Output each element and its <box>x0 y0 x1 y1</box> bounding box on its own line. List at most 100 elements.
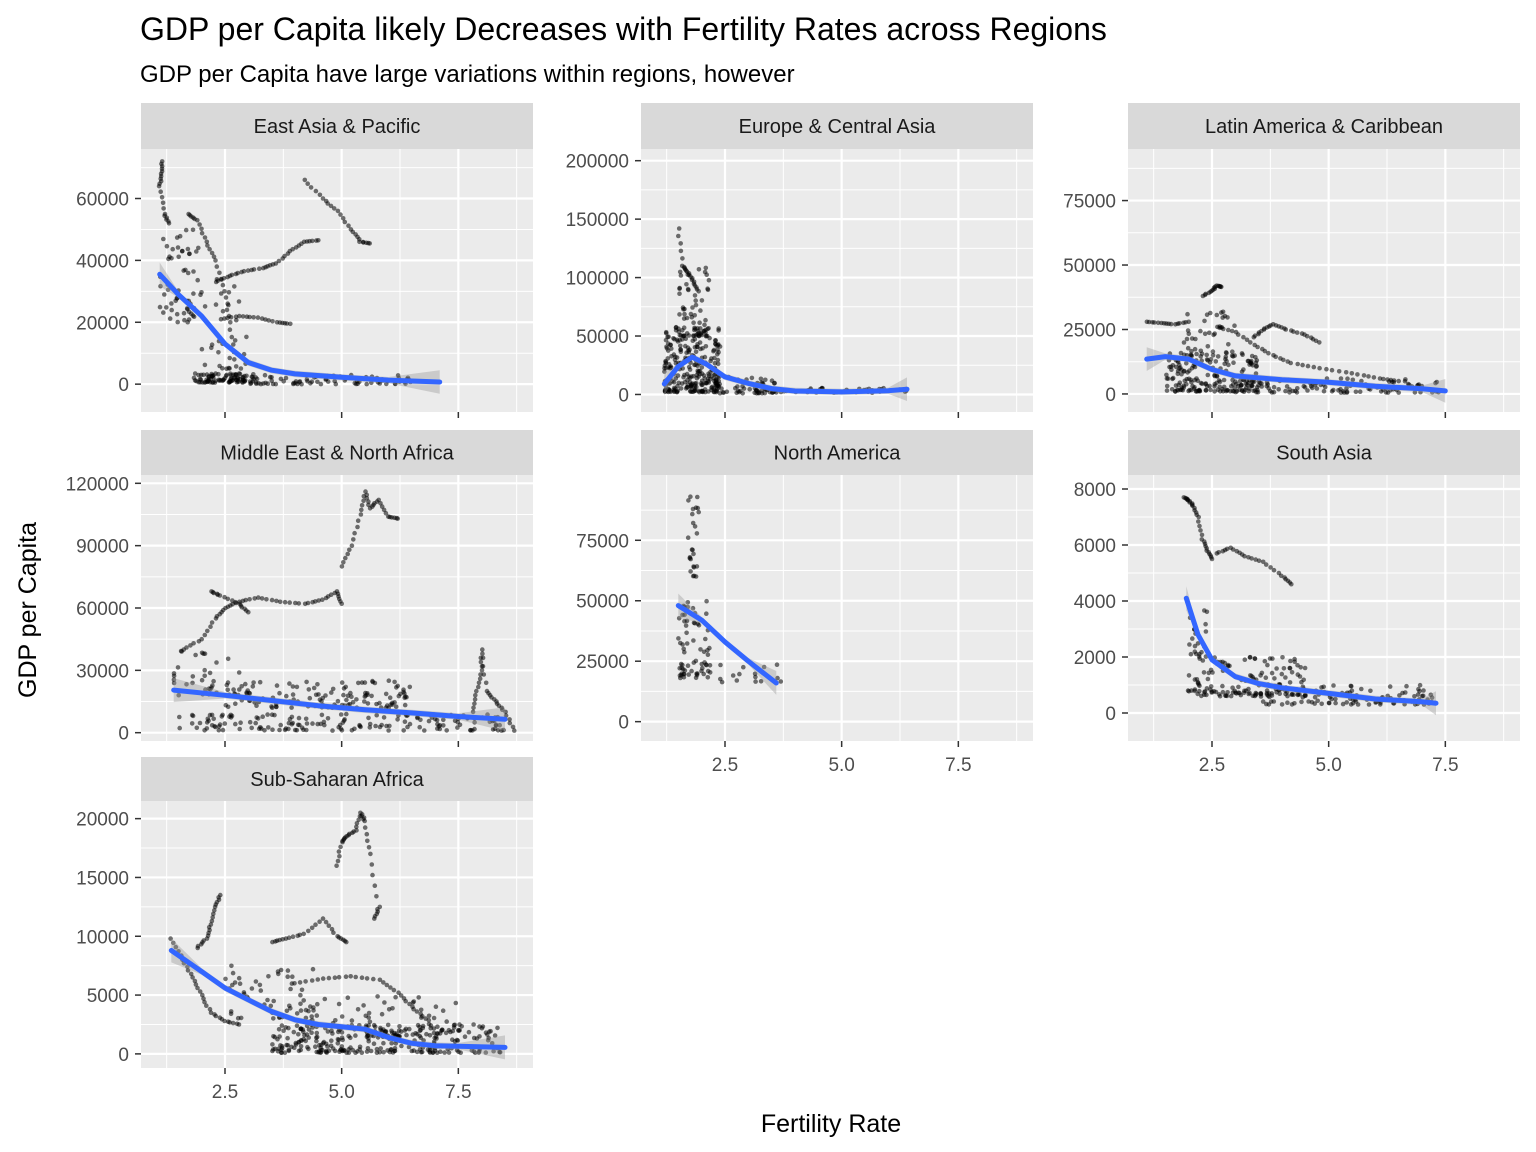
data-point <box>301 998 307 1003</box>
data-point <box>206 374 212 379</box>
data-point <box>1185 345 1191 351</box>
data-point <box>330 1031 335 1036</box>
data-point <box>677 291 682 297</box>
data-point <box>283 375 289 381</box>
data-point <box>1292 701 1297 706</box>
data-point <box>705 668 711 674</box>
data-point <box>1242 657 1248 662</box>
data-point <box>488 1028 493 1034</box>
data-point <box>209 712 215 718</box>
data-point <box>472 701 477 706</box>
data-point <box>182 317 187 323</box>
data-point <box>316 598 322 603</box>
data-point <box>223 976 228 982</box>
data-point <box>310 966 316 972</box>
data-point <box>390 700 395 706</box>
data-point <box>351 537 356 542</box>
data-point <box>662 369 667 374</box>
data-point <box>314 1035 319 1040</box>
data-point <box>730 673 736 678</box>
data-point <box>387 723 392 729</box>
data-point <box>192 978 198 984</box>
data-point <box>1355 372 1360 377</box>
x-tick-label: 7.5 <box>1432 755 1458 776</box>
data-point <box>388 985 393 990</box>
data-point <box>1279 702 1285 707</box>
y-tick-label: 90000 <box>76 537 129 558</box>
data-point <box>334 863 339 868</box>
data-point <box>233 372 239 377</box>
data-point <box>1164 388 1170 393</box>
data-point <box>171 677 177 682</box>
data-point <box>176 692 181 698</box>
panel-latin-america-and-caribbean: Latin America & Caribbean 0 25000 50000 7500… <box>1063 103 1520 418</box>
data-point <box>185 307 190 312</box>
data-point <box>678 248 684 254</box>
data-point <box>356 680 361 686</box>
data-point <box>1417 682 1423 688</box>
data-point <box>1233 389 1238 395</box>
data-point <box>257 266 262 272</box>
data-point <box>699 378 705 384</box>
data-point <box>208 1010 214 1015</box>
data-point <box>309 925 315 931</box>
data-point <box>397 1024 402 1029</box>
data-point <box>1340 701 1346 707</box>
data-point <box>376 497 382 503</box>
data-point <box>1420 693 1426 699</box>
data-point <box>164 305 169 310</box>
data-point <box>207 246 212 252</box>
data-point <box>211 254 217 259</box>
y-tick-label: 40000 <box>76 251 129 272</box>
data-point <box>715 361 721 367</box>
data-point <box>414 1009 420 1014</box>
data-point <box>309 1030 314 1035</box>
data-point <box>204 1003 209 1008</box>
data-point <box>407 1026 412 1032</box>
data-point <box>260 714 266 719</box>
data-point <box>1216 550 1221 555</box>
data-point <box>1205 372 1211 378</box>
data-point <box>1242 553 1247 559</box>
data-point <box>392 679 397 685</box>
data-point <box>703 662 709 667</box>
data-point <box>1301 383 1307 389</box>
data-point <box>1217 325 1222 331</box>
data-point <box>270 1042 275 1047</box>
data-point <box>1429 695 1435 700</box>
strip-background <box>141 430 533 475</box>
data-point <box>691 620 697 626</box>
data-point <box>296 1048 302 1054</box>
data-point <box>290 974 295 979</box>
data-point <box>328 203 334 209</box>
data-point <box>448 1029 453 1035</box>
data-point <box>227 327 233 333</box>
data-point <box>462 1034 468 1039</box>
data-point <box>1229 328 1235 334</box>
data-point <box>1291 329 1296 334</box>
data-point <box>279 1044 285 1049</box>
data-point <box>236 379 241 385</box>
data-point <box>1164 383 1170 389</box>
data-point <box>695 494 700 500</box>
data-point <box>409 1048 415 1054</box>
data-point <box>686 349 692 355</box>
data-point <box>325 201 331 206</box>
data-point <box>1235 332 1241 337</box>
data-point <box>478 659 484 665</box>
data-point <box>287 681 292 686</box>
data-point <box>1199 351 1205 357</box>
panel-europe-and-central-asia: Europe & Central Asia 0 50000 100000 150000 2… <box>566 103 1033 418</box>
data-point <box>298 1008 304 1013</box>
data-point <box>236 1022 242 1027</box>
y-tick-label: 20000 <box>76 810 129 831</box>
data-point <box>1258 694 1264 699</box>
data-point <box>690 605 696 611</box>
data-point <box>431 1015 437 1021</box>
data-point <box>690 506 696 512</box>
data-point <box>1212 384 1217 389</box>
data-point <box>1192 677 1198 682</box>
data-point <box>174 311 180 317</box>
data-point <box>455 725 460 730</box>
data-point <box>374 894 379 899</box>
